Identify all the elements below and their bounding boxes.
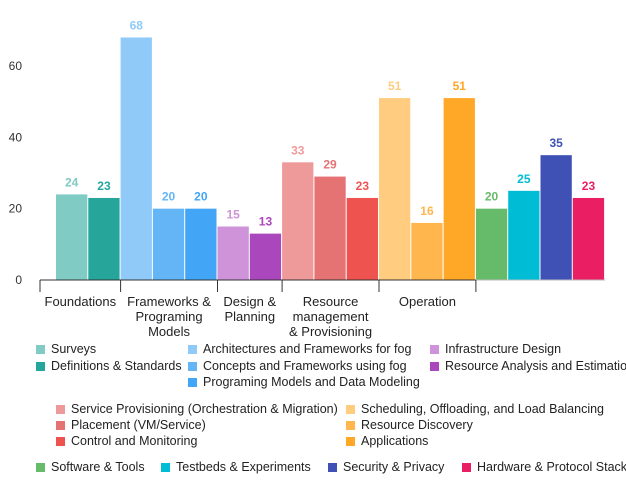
bar bbox=[120, 37, 152, 280]
bar-value-label: 20 bbox=[194, 190, 208, 204]
bar-value-label: 15 bbox=[226, 208, 240, 222]
x-axis: Foundations Frameworks & Programing Models D… bbox=[39, 279, 606, 339]
bars: 24 23 68 20 20 15 13 33 29 23 51 16 51 20 25 35 23 bbox=[56, 18, 605, 280]
group-label: Design & Planning bbox=[223, 294, 276, 324]
bar-value-label: 23 bbox=[356, 179, 370, 193]
y-tick-label: 40 bbox=[9, 130, 23, 144]
bar-value-label: 23 bbox=[97, 179, 111, 193]
bar bbox=[217, 226, 249, 280]
bar-value-label: 20 bbox=[485, 190, 499, 204]
bar bbox=[185, 208, 217, 280]
bar bbox=[56, 194, 88, 280]
bar-value-label: 23 bbox=[582, 179, 596, 193]
bar-value-label: 33 bbox=[291, 143, 305, 157]
bar bbox=[443, 98, 475, 280]
bar-value-label: 51 bbox=[388, 79, 402, 93]
bar-value-label: 13 bbox=[259, 215, 273, 229]
bar-value-label: 16 bbox=[420, 204, 434, 218]
group-label: Frameworks & Programing Models bbox=[127, 294, 211, 339]
y-axis: 0 20 40 60 bbox=[9, 59, 23, 287]
bar bbox=[88, 197, 120, 280]
y-tick-label: 20 bbox=[9, 202, 23, 216]
bar bbox=[249, 233, 282, 280]
group-label: Foundations bbox=[45, 294, 117, 309]
bar-value-label: 51 bbox=[453, 79, 467, 93]
bar bbox=[540, 155, 572, 280]
y-tick-label: 60 bbox=[9, 59, 23, 73]
bar bbox=[346, 197, 378, 280]
y-tick-label: 0 bbox=[15, 273, 22, 287]
bar-value-label: 29 bbox=[323, 158, 337, 172]
bar bbox=[152, 208, 185, 280]
bar bbox=[475, 208, 508, 280]
bar-value-label: 35 bbox=[549, 136, 563, 150]
bar bbox=[572, 197, 605, 280]
bar-value-label: 68 bbox=[130, 18, 144, 32]
group-label: Resource management & Provisioning bbox=[289, 294, 372, 339]
bar bbox=[282, 162, 314, 280]
bar bbox=[508, 190, 540, 280]
bar-value-label: 20 bbox=[162, 190, 176, 204]
bar bbox=[314, 176, 346, 280]
bar-value-label: 25 bbox=[517, 172, 531, 186]
group-label: Operation bbox=[399, 294, 456, 309]
bar-value-label: 24 bbox=[65, 175, 79, 189]
bar bbox=[411, 222, 443, 280]
bar bbox=[379, 98, 411, 280]
